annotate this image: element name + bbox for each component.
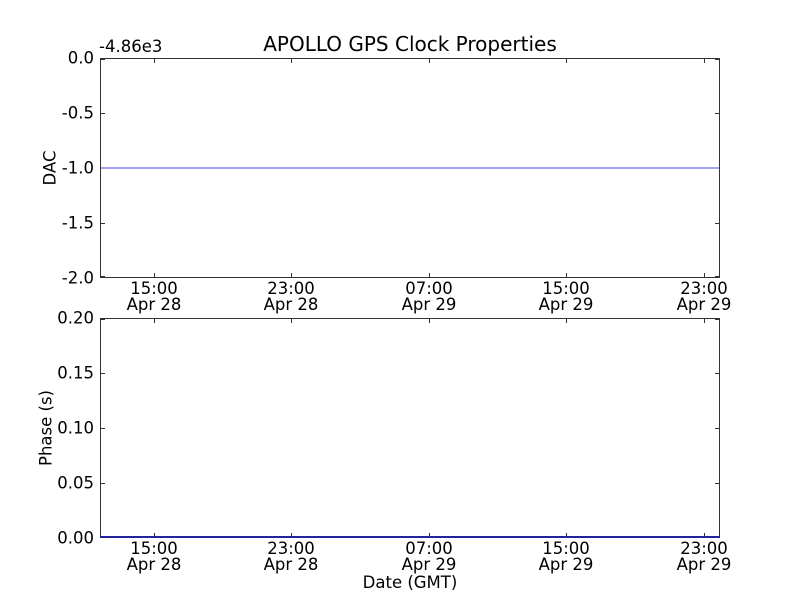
x-tick-label: 23:00 Apr 29: [639, 281, 769, 312]
x-tick-label: 23:00 Apr 28: [226, 281, 356, 312]
chart-title: APOLLO GPS Clock Properties: [263, 32, 557, 56]
x-tick-mark: [154, 59, 155, 63]
x-tick-date: Apr 28: [126, 294, 182, 314]
x-tick-mark: [566, 273, 567, 277]
x-tick-label: 23:00 Apr 28: [226, 541, 356, 572]
x-tick-mark: [566, 533, 567, 537]
x-tick-time: 15:00: [542, 279, 590, 298]
dac-axis-label: DAC: [40, 150, 60, 186]
x-tick-label: 07:00 Apr 29: [364, 541, 494, 572]
x-tick-mark: [704, 533, 705, 537]
y-tick-mark: [715, 483, 719, 484]
x-tick-time: 07:00: [405, 279, 453, 298]
x-tick-date: Apr 29: [401, 294, 457, 314]
y-tick-mark: [715, 223, 719, 224]
dac-axes: [100, 58, 720, 278]
y-tick-mark: [715, 319, 719, 320]
x-tick-date: Apr 28: [126, 554, 182, 574]
x-tick-mark: [291, 533, 292, 537]
y-tick-label: 0.15: [57, 363, 94, 383]
x-tick-label: 07:00 Apr 29: [364, 281, 494, 312]
x-tick-label: 15:00 Apr 29: [501, 281, 631, 312]
y-tick-mark: [715, 276, 719, 277]
y-axis-offset-text: -4.86e3: [99, 37, 163, 56]
y-tick-mark: [715, 113, 719, 114]
y-tick-label: -1.5: [61, 213, 94, 233]
x-tick-mark: [291, 59, 292, 63]
x-tick-date: Apr 29: [676, 554, 732, 574]
y-tick-mark: [101, 319, 105, 320]
x-tick-mark: [291, 319, 292, 323]
x-tick-mark: [704, 319, 705, 323]
x-tick-time: 15:00: [542, 539, 590, 558]
x-tick-mark: [154, 319, 155, 323]
x-tick-mark: [429, 273, 430, 277]
y-tick-mark: [715, 428, 719, 429]
y-tick-mark: [101, 428, 105, 429]
y-tick-label: -2.0: [61, 268, 94, 288]
x-tick-mark: [429, 59, 430, 63]
x-tick-date: Apr 29: [538, 294, 594, 314]
x-tick-mark: [566, 319, 567, 323]
y-tick-mark: [101, 59, 105, 60]
y-tick-label: 0.20: [57, 308, 94, 328]
y-tick-label: 0.05: [57, 473, 94, 493]
y-tick-mark: [715, 373, 719, 374]
x-axis-label: Date (GMT): [362, 573, 458, 592]
x-tick-time: 23:00: [267, 539, 315, 558]
x-tick-label: 15:00 Apr 29: [501, 541, 631, 572]
x-tick-time: 15:00: [130, 539, 178, 558]
x-tick-label: 15:00 Apr 28: [89, 541, 219, 572]
dac-line: [101, 167, 719, 169]
x-tick-date: Apr 29: [401, 554, 457, 574]
y-tick-mark: [101, 223, 105, 224]
x-tick-date: Apr 29: [676, 294, 732, 314]
x-tick-mark: [429, 533, 430, 537]
phase-line: [100, 536, 720, 538]
y-tick-mark: [101, 483, 105, 484]
y-tick-mark: [101, 113, 105, 114]
phase-axis-label: Phase (s): [36, 390, 56, 466]
x-tick-mark: [566, 59, 567, 63]
y-tick-label: 0.10: [57, 418, 94, 438]
y-tick-mark: [101, 373, 105, 374]
y-tick-mark: [101, 276, 105, 277]
y-tick-label: 0.00: [57, 528, 94, 548]
x-tick-mark: [154, 533, 155, 537]
x-tick-mark: [429, 319, 430, 323]
x-tick-time: 07:00: [405, 539, 453, 558]
y-tick-label: -0.5: [61, 103, 94, 123]
x-tick-mark: [154, 273, 155, 277]
x-tick-mark: [291, 273, 292, 277]
x-tick-mark: [704, 59, 705, 63]
x-tick-date: Apr 28: [263, 554, 319, 574]
x-tick-time: 23:00: [680, 539, 728, 558]
y-tick-label: -1.0: [61, 158, 94, 178]
x-tick-time: 23:00: [680, 279, 728, 298]
x-tick-mark: [704, 273, 705, 277]
x-tick-label: 23:00 Apr 29: [639, 541, 769, 572]
x-tick-time: 23:00: [267, 279, 315, 298]
phase-axes: [100, 318, 720, 538]
x-tick-date: Apr 28: [263, 294, 319, 314]
y-tick-label: 0.0: [67, 48, 94, 68]
x-tick-label: 15:00 Apr 28: [89, 281, 219, 312]
x-tick-date: Apr 29: [538, 554, 594, 574]
x-tick-time: 15:00: [130, 279, 178, 298]
y-tick-mark: [715, 59, 719, 60]
